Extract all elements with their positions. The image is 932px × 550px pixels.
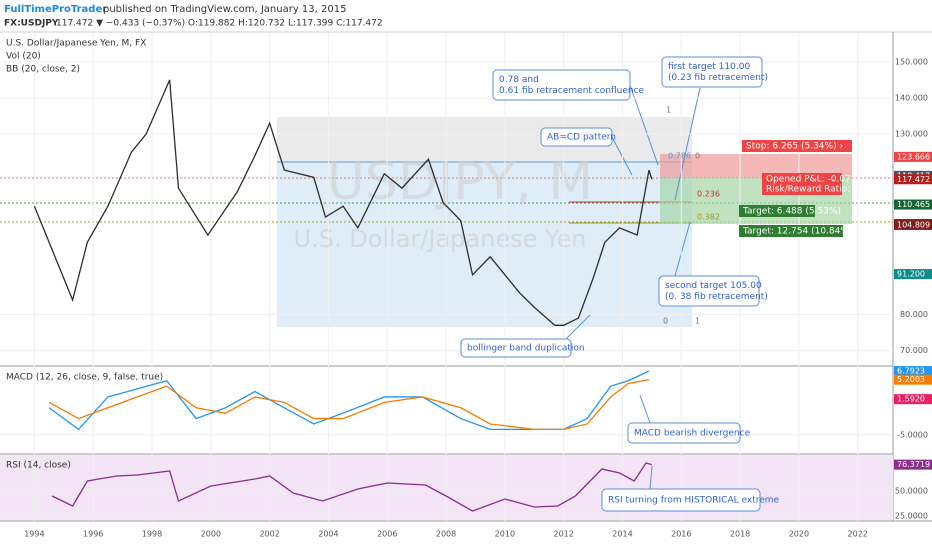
panel-title: RSI (14, close): [6, 461, 71, 471]
quote: 117.472 ▼ −0.433 (−0.37%) O:119.882 H:12…: [56, 19, 383, 29]
callout-box: [540, 127, 613, 147]
x-tick-label: 2016: [671, 530, 691, 539]
x-tick-label: 2002: [259, 530, 279, 539]
x-tick-label: 2020: [789, 530, 809, 539]
fib-label: 0: [663, 317, 668, 326]
indicator-label: BB (20, close, 2): [6, 65, 80, 75]
series-line: [48, 370, 650, 431]
price-badge-label: 110.465: [897, 200, 930, 209]
callout-text: AB=CD pattern: [547, 133, 616, 143]
callout-box: [492, 69, 631, 101]
price-badge-label: 104.809: [897, 220, 930, 229]
published: published on TradingView.com, January 13…: [103, 4, 346, 15]
indicator-label: Vol (20): [6, 52, 41, 62]
callout-box: [661, 56, 763, 88]
price-badge: [894, 459, 932, 470]
y-tick-label: 80.000: [900, 310, 928, 319]
x-tick-label: 2010: [495, 530, 515, 539]
callout-box: [658, 275, 760, 307]
y-tick-label: 25.0000: [895, 512, 928, 521]
callout-text: MACD bearish divergence: [634, 429, 751, 439]
y-tick-label: 130.000: [895, 130, 928, 139]
y-tick-label: 70.000: [900, 346, 928, 355]
watermark: USDJPY, M: [327, 152, 593, 212]
x-tick-label: 2006: [377, 530, 397, 539]
price-badge: [894, 219, 932, 230]
trade-label: Risk/Reward Ratio: 1.04: [766, 185, 873, 195]
price-badge: [894, 199, 932, 210]
price-badge: [894, 151, 932, 162]
callout-text: (0.23 fib retracement): [668, 73, 768, 83]
fib-label: 0.786: [668, 152, 691, 161]
author: FullTimeProTrader: [4, 4, 107, 15]
price-badge: [894, 269, 932, 280]
fib-label: 1: [666, 106, 671, 115]
callout-box: [627, 422, 741, 444]
callout-text: (0. 38 fib retracement): [665, 292, 768, 302]
x-tick-label: 1994: [24, 530, 44, 539]
price-badge-label: 123.666: [897, 152, 930, 161]
series-line: [33, 79, 653, 326]
trade-badge: [762, 173, 842, 195]
price-badge-label: 76.3719: [897, 460, 930, 469]
price-badge-label: 6.7923: [897, 367, 925, 376]
callout-text: RSI turning from HISTORICAL extreme: [608, 496, 780, 506]
series-line: [48, 379, 650, 431]
watermark: U.S. Dollar/Japanese Yen: [294, 225, 587, 253]
callout-box: [601, 488, 761, 512]
callout-text: first target 110.00: [668, 62, 750, 72]
price-badge-label: 117.472: [897, 175, 930, 184]
price-badge: [894, 366, 932, 377]
y-tick-label: 150.000: [895, 57, 928, 66]
series-line: [51, 462, 653, 512]
price-badge: [894, 374, 932, 385]
fib-label: 0.382: [697, 213, 720, 222]
fib-label: 0.236: [697, 190, 720, 199]
trade-badge: [739, 225, 843, 237]
price-badge-label: 91.200: [897, 270, 925, 279]
y-tick-label: -5.0000: [897, 430, 928, 439]
fib-label: 1: [695, 317, 700, 326]
x-tick-label: 2018: [730, 530, 750, 539]
price-badge: [894, 394, 932, 405]
trade-label: Stop: 6.265 (5.34%) ›: [746, 142, 843, 152]
callout-text: 0.78 and: [499, 75, 539, 85]
x-tick-label: 2000: [201, 530, 221, 539]
trade-label: Target: 6.488 (5.53%): [742, 207, 841, 217]
trade-badge: [742, 140, 852, 152]
price-badge: [894, 174, 932, 185]
x-tick-label: 2008: [436, 530, 456, 539]
x-tick-label: 1998: [142, 530, 162, 539]
y-tick-label: 50.0000: [895, 487, 928, 496]
panel-title: U.S. Dollar/Japanese Yen, M, FX: [6, 39, 146, 49]
trade-label: Target: 12.754 (10.84%): [742, 227, 852, 237]
symbol: FX:USDJPY: [4, 19, 59, 29]
x-tick-label: 1996: [83, 530, 103, 539]
trade-badge: [739, 205, 815, 217]
callout-text: bollinger band duplication: [467, 344, 585, 354]
x-tick-label: 2014: [612, 530, 632, 539]
fib-label: 0: [695, 152, 700, 161]
callout-text: 0.61 fib retracement confluence: [499, 86, 645, 96]
trade-label: Opened P&L: -0.071: [766, 175, 857, 185]
callout-text: second target 105.00: [665, 281, 762, 291]
panel-title: MACD (12, 26, close, 9, false, true): [6, 373, 163, 383]
y-tick-label: 140.000: [895, 93, 928, 102]
price-badge-label: 1.5920: [897, 395, 925, 404]
x-tick-label: 2022: [848, 530, 868, 539]
callout-box: [460, 338, 572, 358]
price-badge-label: 5.2003: [897, 375, 925, 384]
x-tick-label: 2004: [318, 530, 338, 539]
x-tick-label: 2012: [553, 530, 573, 539]
